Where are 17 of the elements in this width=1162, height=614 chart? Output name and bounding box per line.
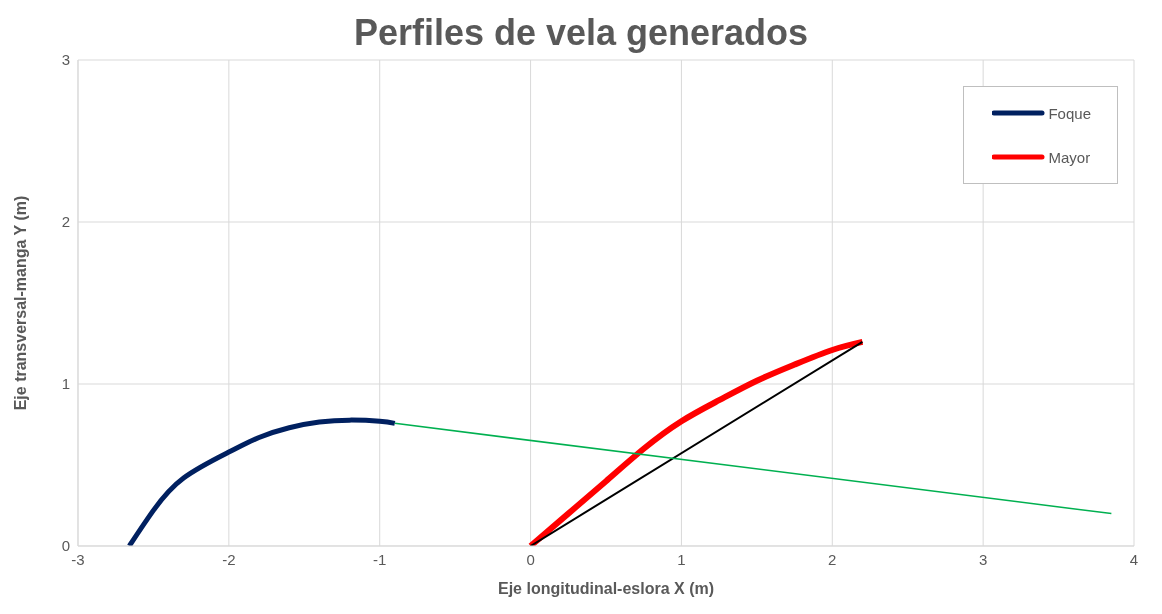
y-tick-label: 0 (61, 537, 70, 555)
x-tick-label: -3 (71, 550, 85, 568)
legend-label: Foque (1048, 104, 1091, 122)
x-tick-label: 2 (828, 550, 837, 568)
x-tick-label: 1 (677, 550, 686, 568)
x-tick-label: 4 (1129, 550, 1139, 568)
x-axis-title: Eje longitudinal-eslora X (m) (497, 580, 715, 597)
x-tick-label: -2 (222, 550, 236, 568)
x-tick-label: 3 (978, 550, 988, 568)
x-tick-label: 0 (526, 550, 535, 568)
legend-label: Mayor (1048, 148, 1091, 166)
y-tick-label: 1 (61, 375, 70, 393)
y-tick-label: 3 (61, 51, 70, 69)
y-axis-title: Eje transversal-manga Y (m) (11, 195, 29, 411)
chart-title: Perfiles de vela generados (353, 12, 809, 53)
y-tick-label: 2 (61, 213, 70, 231)
x-tick-label: -1 (373, 550, 387, 568)
